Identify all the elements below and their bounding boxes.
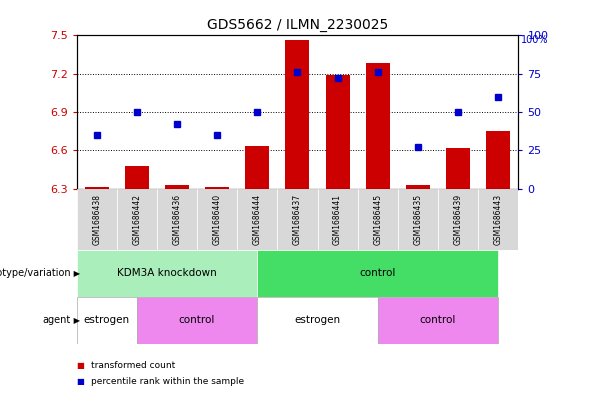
Text: control: control xyxy=(359,268,396,278)
Bar xyxy=(165,185,189,189)
Bar xyxy=(358,189,398,250)
Text: KDM3A knockdown: KDM3A knockdown xyxy=(117,268,217,278)
Bar xyxy=(117,189,157,250)
Bar xyxy=(478,189,518,250)
Bar xyxy=(257,250,498,297)
Text: estrogen: estrogen xyxy=(84,315,130,325)
Bar xyxy=(398,189,438,250)
Bar xyxy=(205,187,229,189)
Text: percentile rank within the sample: percentile rank within the sample xyxy=(91,377,244,386)
Text: ■: ■ xyxy=(77,377,84,386)
Text: GSM1686444: GSM1686444 xyxy=(253,193,262,245)
Text: GSM1686442: GSM1686442 xyxy=(133,194,141,244)
Text: transformed count: transformed count xyxy=(91,361,176,370)
Text: agent: agent xyxy=(42,315,71,325)
Bar xyxy=(257,297,378,344)
Bar xyxy=(438,189,478,250)
Text: ▶: ▶ xyxy=(71,316,80,325)
Bar xyxy=(77,189,117,250)
Text: estrogen: estrogen xyxy=(294,315,340,325)
Text: GSM1686438: GSM1686438 xyxy=(92,194,101,244)
Bar xyxy=(157,189,197,250)
Bar xyxy=(77,250,257,297)
Text: GSM1686435: GSM1686435 xyxy=(413,193,422,245)
Bar xyxy=(317,189,358,250)
Bar xyxy=(125,165,149,189)
Bar xyxy=(197,189,237,250)
Bar xyxy=(137,297,257,344)
Text: GSM1686443: GSM1686443 xyxy=(494,193,503,245)
Bar xyxy=(245,147,269,189)
Text: genotype/variation: genotype/variation xyxy=(0,268,71,278)
Text: ■: ■ xyxy=(77,361,84,370)
Bar xyxy=(446,148,470,189)
Text: control: control xyxy=(179,315,215,325)
Text: GSM1686439: GSM1686439 xyxy=(454,193,462,245)
Text: GSM1686437: GSM1686437 xyxy=(293,193,302,245)
Bar xyxy=(85,187,109,189)
Bar xyxy=(378,297,498,344)
Text: control: control xyxy=(420,315,456,325)
Text: 100%: 100% xyxy=(521,35,549,45)
Bar xyxy=(366,63,390,189)
Bar xyxy=(237,189,277,250)
Bar xyxy=(326,75,350,189)
Bar xyxy=(77,297,137,344)
Bar xyxy=(486,131,510,189)
Title: GDS5662 / ILMN_2230025: GDS5662 / ILMN_2230025 xyxy=(207,18,388,31)
Bar xyxy=(406,185,430,189)
Text: GSM1686441: GSM1686441 xyxy=(333,194,342,244)
Text: GSM1686440: GSM1686440 xyxy=(213,193,221,245)
Text: GSM1686445: GSM1686445 xyxy=(373,193,382,245)
Bar xyxy=(277,189,317,250)
Text: ▶: ▶ xyxy=(71,269,80,277)
Text: GSM1686436: GSM1686436 xyxy=(173,193,181,245)
Bar xyxy=(286,40,309,189)
